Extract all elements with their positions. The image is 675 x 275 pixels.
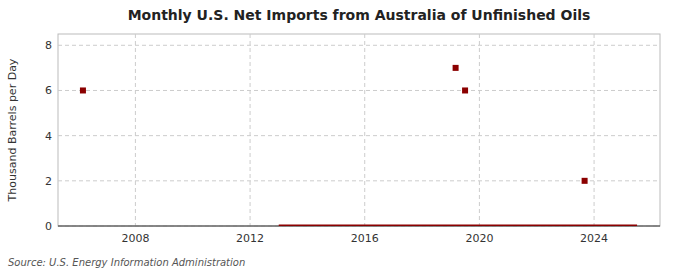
y-grid-line (58, 90, 660, 91)
x-tick-label: 2020 (465, 232, 493, 245)
y-grid-line (58, 180, 660, 181)
title: Monthly U.S. Net Imports from Australia … (128, 7, 591, 23)
x-grid-line (364, 34, 365, 226)
y-tick-label: 8 (45, 39, 52, 52)
x-tick-label: 2008 (121, 232, 149, 245)
y-grid-line (58, 45, 660, 46)
plot-frame (58, 34, 660, 226)
chart: Monthly U.S. Net Imports from Australia … (0, 0, 675, 275)
x-tick-label: 2012 (236, 232, 264, 245)
x-grid-line (135, 34, 136, 226)
chart-container: Monthly U.S. Net Imports from Australia … (0, 0, 675, 275)
y-grid-line (58, 226, 660, 227)
point (462, 87, 468, 93)
point (582, 178, 588, 184)
y-tick-label: 2 (45, 175, 52, 188)
x-grid-line (479, 34, 480, 226)
x-tick-label: 2024 (580, 232, 608, 245)
y-axis-label: Thousand Barrels per Day (6, 58, 19, 202)
x-axis-line (58, 226, 660, 227)
plot-area (80, 65, 637, 226)
y-tick-label: 4 (45, 130, 52, 143)
y-tick-label: 6 (45, 84, 52, 97)
y-grid-line (58, 135, 660, 136)
grid (58, 34, 660, 226)
point (80, 87, 86, 93)
point (453, 65, 459, 71)
x-grid-line (594, 34, 595, 226)
x-grid-line (250, 34, 251, 226)
y-tick-label: 0 (45, 220, 52, 233)
line (279, 225, 637, 227)
source: Source: U.S. Energy Information Administ… (8, 257, 245, 268)
x-tick-label: 2016 (351, 232, 379, 245)
